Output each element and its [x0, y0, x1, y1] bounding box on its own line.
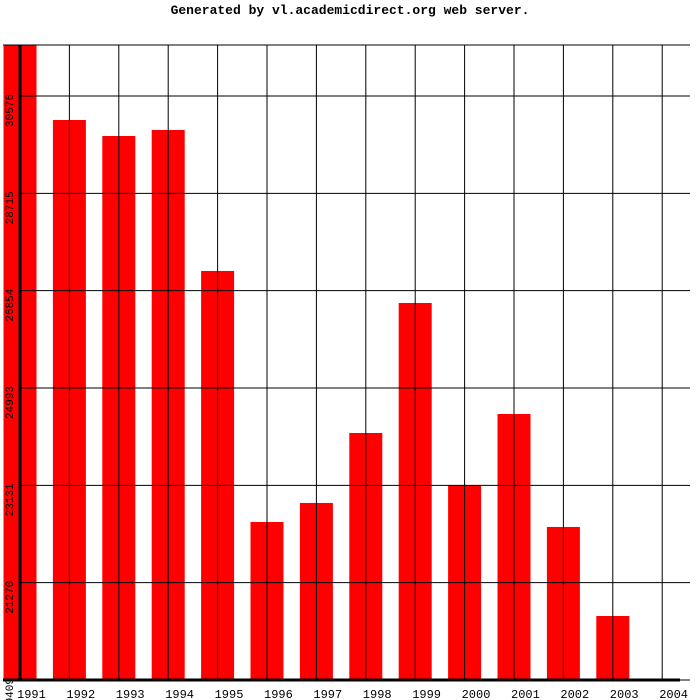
- y-tick-label: 24993: [5, 386, 17, 419]
- x-tick-label: 1996: [264, 688, 293, 700]
- bars: [3, 45, 679, 681]
- labels: 1991 1992 1993 1994 1995 1996 1997 1998 1999 2000…: [5, 94, 688, 700]
- y-tick-label: 23131: [5, 483, 17, 516]
- y-tick-label: 21270: [5, 581, 17, 614]
- x-tick-label: 2000: [462, 688, 491, 700]
- x-tick-label: 1993: [116, 688, 145, 700]
- x-tick-label: 1992: [66, 688, 95, 700]
- x-tick-label: 2001: [511, 688, 540, 700]
- x-tick-label: 1995: [215, 688, 244, 700]
- y-tick-label: 28715: [5, 191, 17, 224]
- x-tick-label: 1998: [363, 688, 392, 700]
- x-tick-label: 1994: [165, 688, 194, 700]
- x-tick-label: 1991: [17, 688, 46, 700]
- x-tick-label: 1999: [412, 688, 441, 700]
- x-tick-label: 2004: [659, 688, 688, 700]
- x-tick-label: 1997: [313, 688, 342, 700]
- grid: [3, 44, 690, 682]
- x-tick-label: 2003: [610, 688, 639, 700]
- chart-title: Generated by vl.academicdirect.org web s…: [171, 3, 530, 18]
- y-tick-label: 30576: [5, 94, 17, 127]
- y-tick-label: 26854: [5, 288, 17, 321]
- y-tick-label: 19409: [5, 678, 17, 700]
- x-tick-label: 2002: [560, 688, 589, 700]
